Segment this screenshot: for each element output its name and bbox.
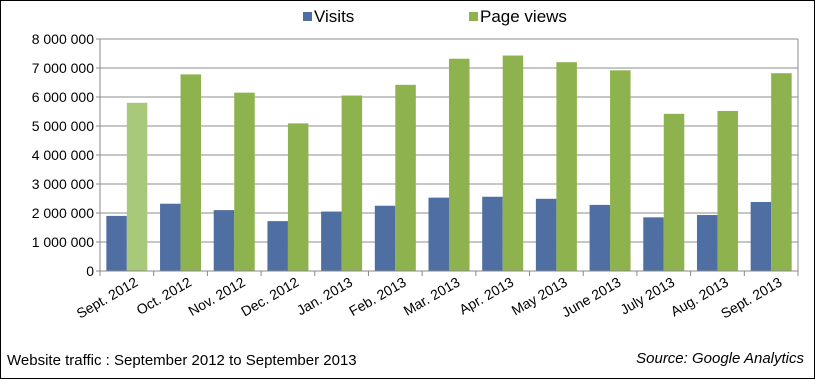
bar-page-views	[341, 95, 363, 271]
bar-page-views	[556, 62, 577, 272]
y-tick-label: 7 000 000	[32, 60, 94, 76]
x-tick-label: Sept. 2012	[74, 274, 141, 322]
x-tick-label: Oct. 2012	[133, 274, 194, 318]
bar-visits	[267, 221, 288, 271]
y-tick-label: 3 000 000	[32, 176, 94, 192]
bar-page-views	[180, 74, 202, 271]
y-tick-label: 6 000 000	[32, 89, 94, 105]
bar-page-views	[502, 55, 524, 271]
bar-page-views	[771, 73, 792, 271]
x-tick-label: Sept. 2013	[718, 274, 785, 322]
bar-page-views	[717, 110, 738, 271]
bars	[106, 55, 792, 272]
x-tick-label: Nov. 2012	[185, 274, 248, 319]
bar-visits	[374, 205, 396, 271]
bar-visits	[321, 211, 342, 271]
chart-caption: Website traffic : September 2012 to Sept…	[7, 352, 357, 369]
bar-page-views	[395, 84, 416, 271]
bar-visits	[106, 215, 127, 271]
legend-swatch-page-views	[469, 12, 478, 21]
bar-visits	[160, 203, 181, 271]
bar-page-views	[126, 102, 148, 271]
bar-visits	[428, 197, 449, 271]
y-tick-label: 5 000 000	[32, 118, 94, 134]
legend: Visits Page views	[303, 7, 567, 26]
bar-visits	[213, 210, 235, 271]
y-tick-label: 1 000 000	[32, 234, 94, 250]
x-tick-label: Mar. 2013	[401, 274, 463, 319]
bar-visits	[750, 201, 772, 271]
x-tick-label: July 2013	[617, 274, 677, 318]
bar-page-views	[234, 92, 255, 272]
source-note: Source: Google Analytics	[636, 350, 804, 367]
x-tick-label: Jan. 2013	[294, 274, 355, 319]
x-tick-label: Apr. 2013	[456, 274, 516, 318]
x-tick-label: June 2013	[559, 274, 624, 321]
y-tick-label: 8 000 000	[32, 31, 94, 47]
bar-visits	[482, 196, 503, 271]
bar-visits	[589, 204, 611, 271]
y-tick-label: 2 000 000	[32, 205, 94, 221]
bar-page-views	[610, 70, 631, 271]
bar-visits	[696, 215, 718, 271]
legend-swatch-visits	[303, 12, 312, 21]
x-tick-label: Dec. 2012	[238, 274, 301, 320]
bar-visits	[643, 217, 664, 271]
bar-page-views	[449, 58, 470, 271]
legend-label-page-views: Page views	[480, 7, 567, 26]
bar-visits	[535, 198, 557, 271]
x-tick-label: Feb. 2013	[346, 274, 409, 319]
y-tick-label: 0	[86, 263, 94, 279]
bar-page-views	[287, 123, 309, 271]
legend-label-visits: Visits	[314, 7, 354, 26]
y-tick-label: 4 000 000	[32, 147, 94, 163]
bar-page-views	[663, 113, 685, 271]
